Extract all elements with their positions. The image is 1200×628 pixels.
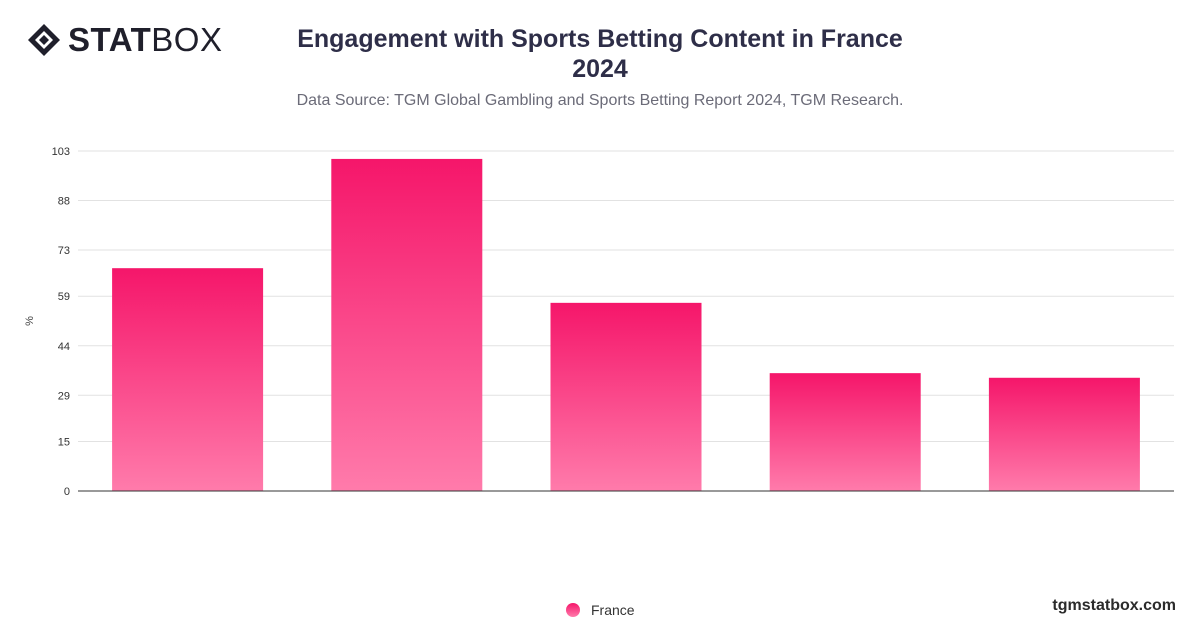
y-tick-label: 59 (58, 291, 70, 303)
y-tick-label: 88 (58, 196, 70, 208)
bar (769, 373, 921, 491)
legend-label-france: France (591, 602, 635, 618)
y-tick-label: 15 (58, 436, 70, 448)
bar (550, 302, 702, 491)
bar (112, 268, 264, 491)
chart-subtitle: Data Source: TGM Global Gambling and Spo… (296, 92, 904, 109)
chart-title-line2: 2024 (572, 55, 628, 83)
brand-wordmark-bold: STAT (68, 21, 152, 58)
legend-swatch-france (566, 603, 580, 617)
brand-logo: STATBOX (26, 22, 222, 58)
y-tick-label: 0 (64, 486, 70, 498)
y-tick-label: 73 (58, 245, 70, 257)
brand-wordmark-light: BOX (151, 21, 223, 58)
brand-wordmark: STATBOX (68, 22, 222, 58)
y-axis-label: % (24, 316, 36, 326)
site-url[interactable]: tgmstatbox.com (1052, 597, 1176, 614)
y-tick-label: 29 (58, 390, 70, 402)
y-tick-label: 44 (58, 341, 70, 353)
bar (331, 158, 483, 491)
diamond-logo-icon (28, 24, 60, 56)
legend[interactable]: France (566, 602, 635, 618)
y-tick-label: 103 (52, 146, 70, 158)
chart-title: Engagement with Sports Betting Content i… (250, 24, 950, 84)
chart-title-line1: Engagement with Sports Betting Content i… (297, 25, 903, 53)
bar (988, 377, 1140, 491)
